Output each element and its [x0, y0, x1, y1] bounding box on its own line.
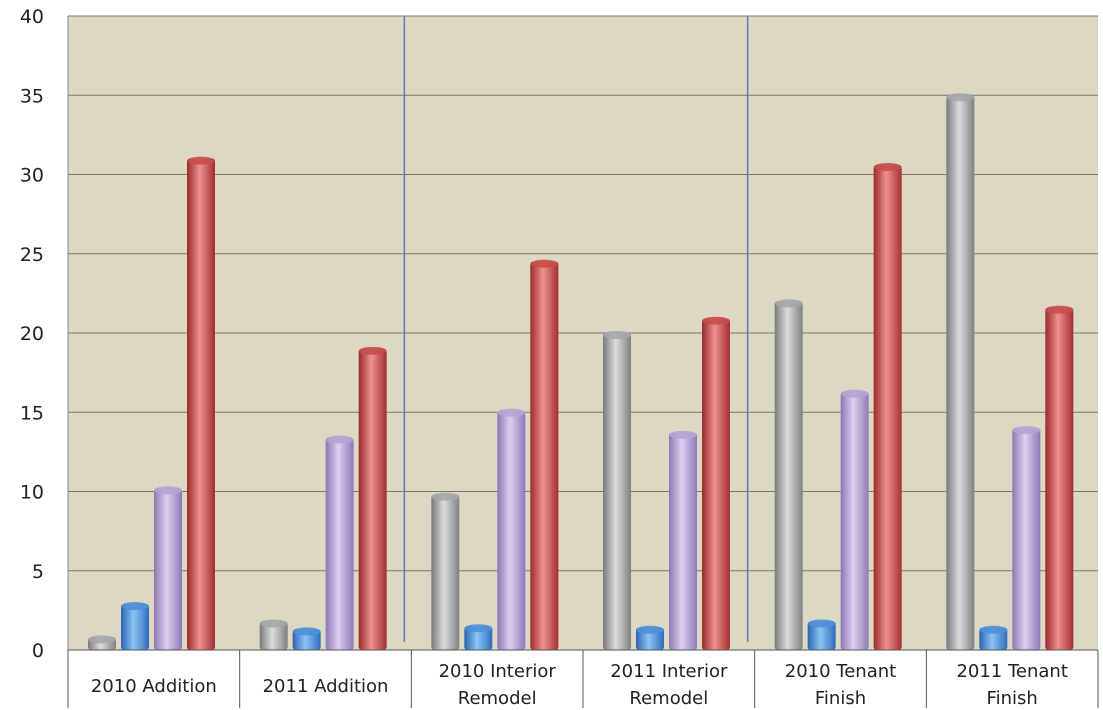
bar: [807, 619, 836, 650]
bar-body: [358, 348, 387, 650]
bar-cap: [292, 627, 321, 636]
bar: [464, 624, 493, 650]
bar: [154, 486, 182, 650]
bar-body: [431, 494, 460, 650]
x-category-label: 2011 Tenant Finish: [956, 661, 1067, 709]
bar-body: [807, 621, 836, 650]
bar-body: [497, 410, 526, 650]
bar-cap: [154, 486, 182, 495]
y-tick-label: 0: [32, 640, 44, 662]
bar-body: [946, 95, 975, 650]
x-category-label: 2010 Addition: [91, 676, 217, 697]
x-category-label: 2010 Tenant Finish: [785, 661, 896, 709]
gridlines: [67, 15, 1098, 650]
bar-body: [1045, 307, 1074, 650]
bar: [497, 408, 526, 650]
bar-cap: [774, 299, 803, 308]
y-tick-label: 35: [20, 85, 44, 107]
bar: [1012, 426, 1041, 650]
bar-body: [259, 621, 288, 650]
bar-body: [873, 164, 902, 651]
bar-cap: [1045, 305, 1074, 314]
bar-body: [669, 432, 697, 650]
bar: [259, 619, 288, 650]
bar-body: [636, 627, 664, 650]
bar-cap: [873, 162, 902, 171]
bar-body: [603, 333, 631, 650]
y-tick-label: 10: [20, 482, 44, 504]
bar: [88, 635, 116, 650]
bar-body: [154, 488, 182, 650]
y-tick-label: 30: [20, 165, 44, 187]
y-axis: 0 5 10 15 20 25 30 35 40: [20, 6, 44, 662]
x-category-label: 2011 Interior Remodel: [610, 661, 728, 709]
bar-body: [979, 627, 1008, 650]
bar-cap: [1012, 426, 1041, 435]
bar-cap: [636, 625, 664, 634]
bar-cap: [325, 435, 354, 444]
bar-cap: [497, 408, 526, 417]
bar: [840, 389, 869, 650]
bar: [946, 93, 975, 650]
bar-cap: [358, 346, 387, 355]
bar-cap: [464, 624, 493, 633]
bar-body: [702, 318, 730, 650]
bar-cap: [530, 259, 559, 268]
y-tick-label: 25: [20, 244, 44, 266]
bar: [431, 492, 460, 650]
bar-body: [1012, 428, 1041, 650]
bar-body: [187, 158, 215, 650]
bar-cap: [187, 156, 215, 165]
bar: [873, 162, 902, 651]
group-separators: [403, 16, 749, 642]
bar: [187, 156, 215, 650]
bar: [292, 627, 321, 650]
y-tick-label: 20: [20, 323, 44, 345]
bar-cap: [431, 492, 460, 501]
bar: [702, 316, 730, 650]
bar: [603, 331, 631, 650]
bar: [979, 625, 1008, 650]
y-tick-label: 5: [32, 561, 44, 583]
bar-cap: [979, 625, 1008, 634]
bar-cap: [121, 602, 149, 611]
bar-cap: [669, 430, 697, 439]
bar: [121, 602, 149, 650]
bar-body: [530, 261, 559, 650]
bar-cap: [946, 93, 975, 102]
bar-body: [325, 437, 354, 650]
bar: [325, 435, 354, 650]
bar: [669, 430, 697, 650]
bar-cap: [88, 635, 116, 644]
bar: [774, 299, 803, 650]
bar-cap: [840, 389, 869, 398]
y-tick-label: 15: [20, 402, 44, 424]
bar-body: [774, 301, 803, 650]
bar: [636, 625, 664, 650]
bar: [358, 346, 387, 650]
bar-body: [840, 391, 869, 650]
bar-body: [464, 626, 493, 650]
y-tick-label: 40: [20, 6, 44, 28]
bar-cap: [807, 619, 836, 628]
x-category-label: 2011 Addition: [263, 676, 389, 697]
bars: [88, 93, 1074, 651]
x-axis-table: 2010 Addition 2011 Addition 2010 Interior R…: [67, 649, 1099, 709]
bar-cap: [603, 331, 631, 339]
bar-cap: [259, 619, 288, 628]
bar-body: [121, 604, 149, 650]
bar: [530, 259, 559, 650]
bar-cap: [702, 316, 730, 325]
bar: [1045, 305, 1074, 650]
x-category-label: 2010 Interior Remodel: [439, 661, 557, 709]
